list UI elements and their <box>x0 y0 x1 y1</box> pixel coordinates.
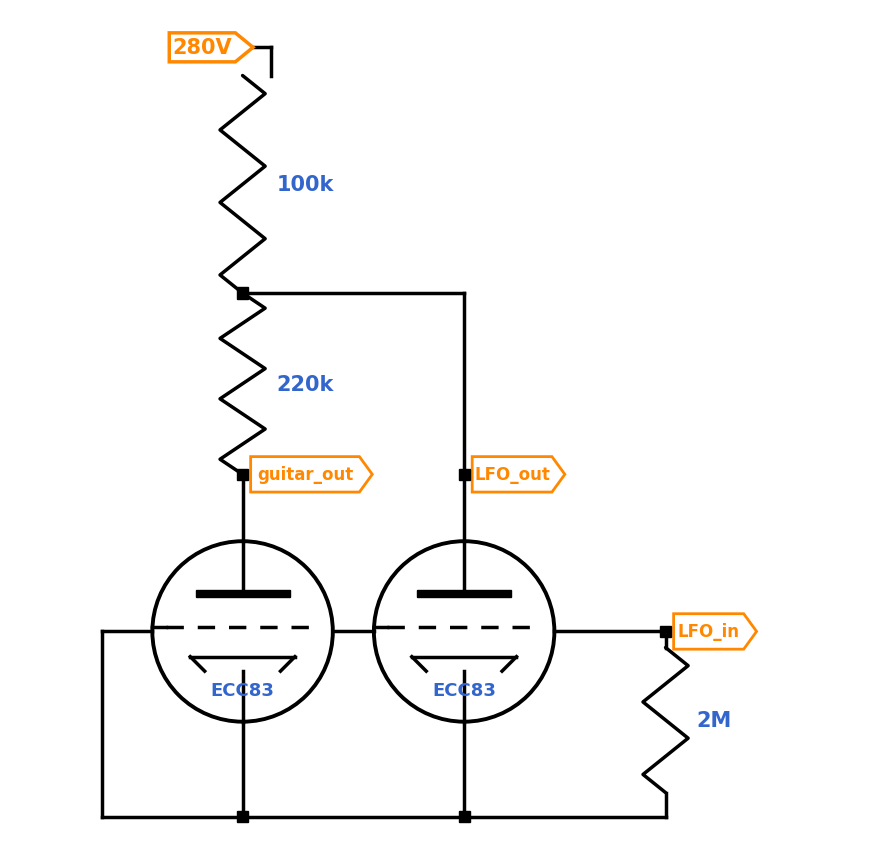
Text: 2M: 2M <box>696 711 732 730</box>
Bar <box>237 288 249 299</box>
Text: LFO_in: LFO_in <box>678 623 740 641</box>
Bar <box>458 811 470 822</box>
Text: 220k: 220k <box>276 374 334 394</box>
Text: 100k: 100k <box>276 175 334 195</box>
Text: 280V: 280V <box>172 38 232 58</box>
Bar <box>195 590 289 597</box>
Bar <box>458 469 470 480</box>
Bar <box>237 469 249 480</box>
Bar <box>237 811 249 822</box>
Text: ECC83: ECC83 <box>432 682 496 699</box>
Bar <box>660 626 671 637</box>
Text: guitar_out: guitar_out <box>257 466 353 484</box>
Text: ECC83: ECC83 <box>210 682 274 699</box>
Bar <box>417 590 511 597</box>
Text: LFO_out: LFO_out <box>474 466 550 484</box>
